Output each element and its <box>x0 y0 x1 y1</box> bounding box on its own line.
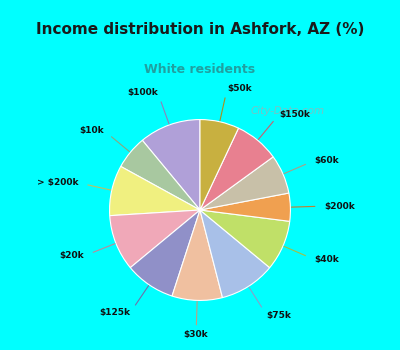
Wedge shape <box>130 210 200 296</box>
Text: $60k: $60k <box>314 156 339 165</box>
Wedge shape <box>200 120 238 210</box>
Text: > $200k: > $200k <box>37 178 78 187</box>
Text: $40k: $40k <box>314 255 339 264</box>
Wedge shape <box>200 210 290 268</box>
Text: City-Data.com: City-Data.com <box>251 106 325 116</box>
Text: $10k: $10k <box>80 126 104 135</box>
Text: $200k: $200k <box>324 202 355 211</box>
Wedge shape <box>142 120 200 210</box>
Text: $150k: $150k <box>279 110 310 119</box>
Wedge shape <box>172 210 222 300</box>
Wedge shape <box>110 210 200 268</box>
Wedge shape <box>200 193 290 221</box>
Text: $50k: $50k <box>227 84 252 93</box>
Wedge shape <box>200 157 289 210</box>
Text: $30k: $30k <box>184 330 208 339</box>
Wedge shape <box>121 140 200 210</box>
Text: White residents: White residents <box>144 63 256 76</box>
Text: Income distribution in Ashfork, AZ (%): Income distribution in Ashfork, AZ (%) <box>36 22 364 37</box>
Wedge shape <box>200 210 270 298</box>
Text: $75k: $75k <box>267 310 292 320</box>
Wedge shape <box>110 167 200 216</box>
Text: $100k: $100k <box>127 88 158 97</box>
Text: $125k: $125k <box>99 308 130 317</box>
Text: $20k: $20k <box>60 251 84 260</box>
Wedge shape <box>200 128 273 210</box>
